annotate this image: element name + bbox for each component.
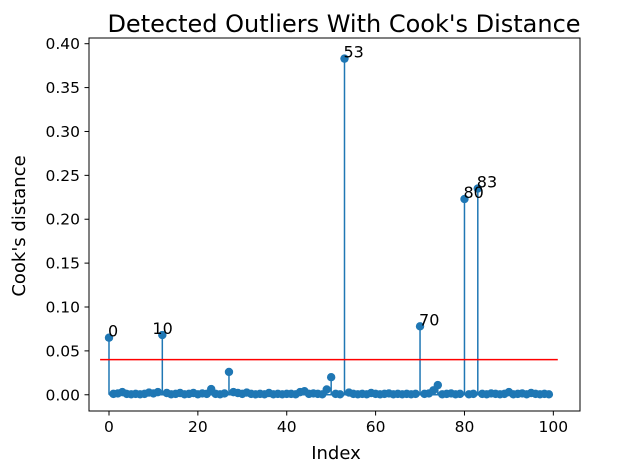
y-tick-label: 0.10	[45, 298, 80, 316]
point-label: 53	[343, 43, 363, 62]
data-point	[104, 333, 114, 342]
point-label: 83	[477, 173, 497, 192]
x-tick-label: 20	[188, 418, 208, 436]
x-tick-label: 40	[277, 418, 297, 436]
data-point	[473, 184, 483, 193]
data-point	[411, 389, 420, 399]
x-axis-label: Index	[311, 443, 361, 464]
point-label: 0	[108, 322, 118, 341]
point-label: 10	[152, 319, 172, 338]
data-point	[158, 330, 167, 340]
y-tick-label: 0.05	[45, 342, 80, 360]
y-axis-label: Cook's distance	[9, 155, 30, 296]
x-tick-label: 100	[539, 418, 569, 436]
y-tick-label: 0.40	[45, 35, 80, 53]
data-point	[460, 194, 469, 204]
x-axis: 0 20 40 60 80 100	[104, 411, 568, 436]
chart-title: Detected Outliers With Cook's Distance	[107, 10, 580, 38]
y-tick-label: 0.25	[45, 167, 80, 185]
data-point	[455, 389, 465, 399]
data-point	[433, 380, 443, 390]
x-tick-label: 0	[104, 418, 114, 436]
data-point	[326, 373, 336, 382]
data-point	[544, 390, 554, 399]
y-tick-label: 0.35	[45, 79, 80, 97]
y-tick-label: 0.15	[45, 255, 80, 273]
data-point	[153, 387, 163, 397]
y-tick-label: 0.00	[45, 386, 80, 404]
data-point	[340, 54, 349, 63]
plot-frame	[88, 37, 581, 412]
data-point	[335, 390, 345, 399]
y-axis: 0.00 0.05 0.10 0.15 0.20 0.25 0.30 0.35 0.40	[45, 35, 89, 404]
point-label: 70	[419, 310, 439, 329]
point-label: 80	[463, 183, 483, 202]
data-point	[224, 367, 234, 377]
y-tick-label: 0.20	[45, 211, 80, 229]
x-tick-label: 60	[366, 418, 386, 436]
data-point	[220, 389, 229, 398]
data-point	[469, 389, 478, 399]
y-tick-label: 0.30	[45, 123, 80, 141]
x-tick-label: 80	[455, 418, 475, 436]
data-point	[322, 385, 331, 394]
data-point	[415, 322, 425, 331]
